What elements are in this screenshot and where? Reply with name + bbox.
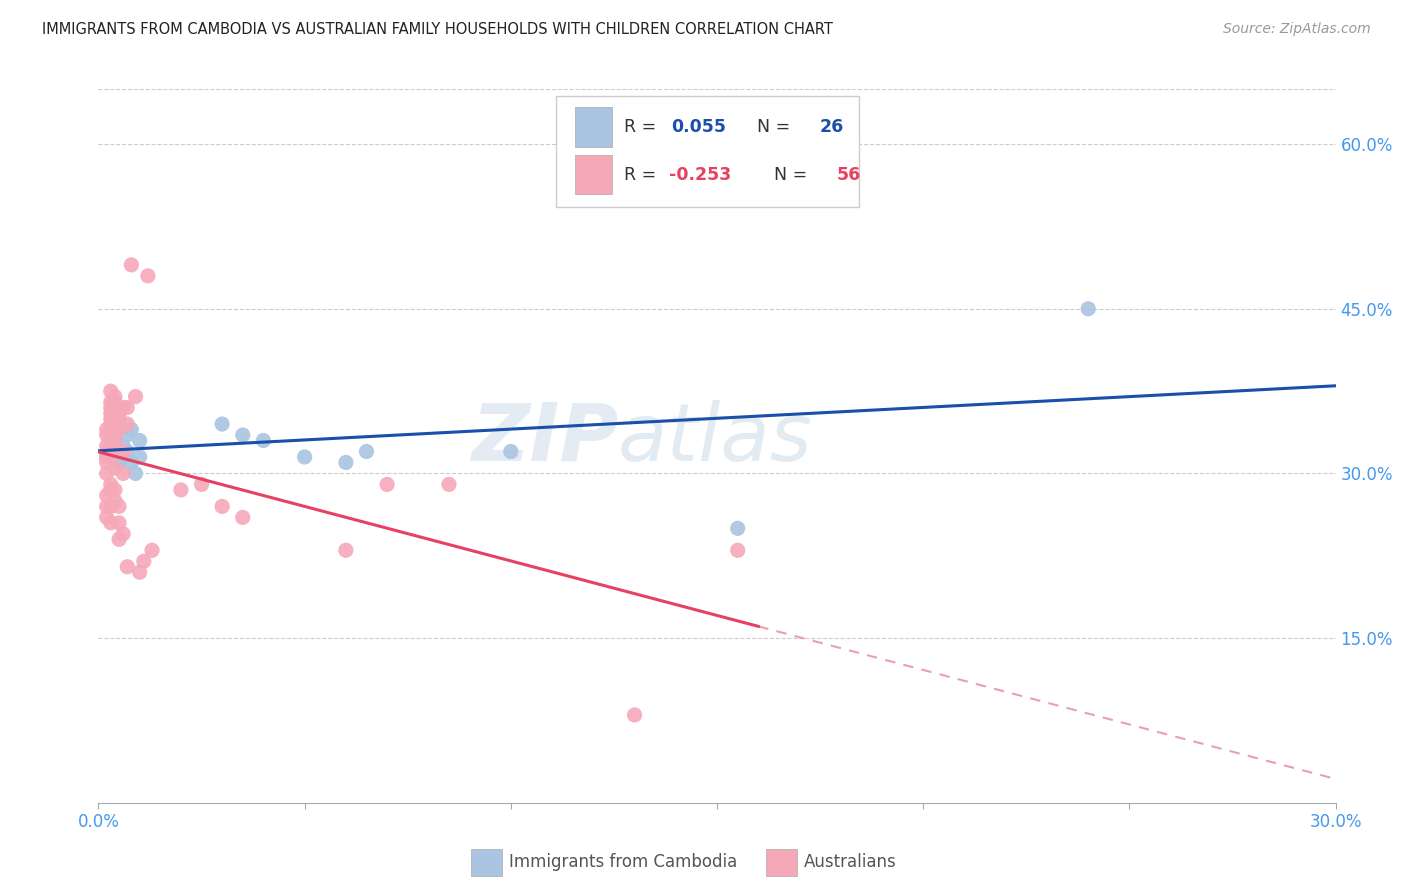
Text: 0.055: 0.055 bbox=[671, 118, 727, 136]
Point bbox=[211, 417, 233, 431]
Point bbox=[96, 450, 118, 464]
Point bbox=[141, 543, 163, 558]
Text: N =: N = bbox=[763, 166, 813, 184]
Text: Immigrants from Cambodia: Immigrants from Cambodia bbox=[509, 853, 737, 871]
Point bbox=[96, 488, 118, 502]
FancyBboxPatch shape bbox=[575, 107, 612, 146]
Point bbox=[100, 477, 122, 491]
Point bbox=[112, 467, 135, 481]
Point bbox=[136, 268, 159, 283]
Point bbox=[437, 477, 460, 491]
Point bbox=[100, 483, 122, 497]
Point bbox=[96, 510, 118, 524]
Point bbox=[170, 483, 193, 497]
Point bbox=[1077, 301, 1099, 316]
Point bbox=[727, 543, 749, 558]
Point bbox=[96, 455, 118, 469]
Text: atlas: atlas bbox=[619, 400, 813, 478]
Point bbox=[120, 455, 142, 469]
Point bbox=[108, 533, 131, 547]
Point bbox=[112, 439, 135, 453]
Point bbox=[112, 526, 135, 541]
Point bbox=[623, 708, 645, 723]
Point bbox=[112, 450, 135, 464]
Text: R =: R = bbox=[624, 118, 662, 136]
Point bbox=[100, 434, 122, 448]
Point bbox=[117, 559, 139, 574]
Point bbox=[124, 390, 146, 404]
Point bbox=[96, 428, 118, 442]
Point bbox=[120, 258, 142, 272]
Point bbox=[108, 411, 131, 425]
Text: R =: R = bbox=[624, 166, 662, 184]
Point bbox=[100, 516, 122, 530]
Point bbox=[335, 455, 357, 469]
Point bbox=[108, 455, 131, 469]
Point bbox=[100, 500, 122, 514]
Point bbox=[128, 434, 150, 448]
Point bbox=[356, 444, 378, 458]
Point bbox=[128, 566, 150, 580]
Point bbox=[124, 467, 146, 481]
Point bbox=[117, 428, 139, 442]
Point bbox=[104, 494, 127, 508]
Point bbox=[375, 477, 398, 491]
Point bbox=[128, 450, 150, 464]
Point bbox=[108, 423, 131, 437]
Point bbox=[727, 521, 749, 535]
Point bbox=[104, 428, 127, 442]
Point bbox=[117, 444, 139, 458]
FancyBboxPatch shape bbox=[557, 96, 859, 207]
Point bbox=[120, 423, 142, 437]
Text: N =: N = bbox=[745, 118, 796, 136]
Point bbox=[96, 467, 118, 481]
Point bbox=[96, 439, 118, 453]
Point bbox=[117, 401, 139, 415]
Point bbox=[108, 411, 131, 425]
Point bbox=[117, 417, 139, 431]
Text: ZIP: ZIP bbox=[471, 400, 619, 478]
Point bbox=[96, 423, 118, 437]
Point bbox=[108, 500, 131, 514]
Point bbox=[100, 401, 122, 415]
Point bbox=[100, 417, 122, 431]
Point bbox=[132, 554, 155, 568]
Point bbox=[335, 543, 357, 558]
Point bbox=[294, 450, 316, 464]
Point bbox=[252, 434, 274, 448]
Point bbox=[96, 444, 118, 458]
Point bbox=[108, 406, 131, 420]
Point bbox=[104, 423, 127, 437]
Point bbox=[112, 401, 135, 415]
Point bbox=[104, 417, 127, 431]
Point bbox=[100, 423, 122, 437]
Text: Australians: Australians bbox=[804, 853, 897, 871]
Point bbox=[96, 450, 118, 464]
Point bbox=[104, 434, 127, 448]
Point bbox=[190, 477, 212, 491]
FancyBboxPatch shape bbox=[575, 155, 612, 194]
Point bbox=[104, 390, 127, 404]
Point bbox=[108, 444, 131, 458]
Point bbox=[499, 444, 522, 458]
Point bbox=[232, 510, 254, 524]
Point bbox=[100, 384, 122, 398]
Text: 26: 26 bbox=[820, 118, 844, 136]
Point bbox=[100, 411, 122, 425]
Point bbox=[104, 395, 127, 409]
Text: 56: 56 bbox=[837, 166, 862, 184]
Point bbox=[112, 444, 135, 458]
Text: Source: ZipAtlas.com: Source: ZipAtlas.com bbox=[1223, 22, 1371, 37]
Point bbox=[108, 516, 131, 530]
Point bbox=[100, 406, 122, 420]
Point bbox=[96, 500, 118, 514]
Text: -0.253: -0.253 bbox=[669, 166, 731, 184]
Point bbox=[104, 444, 127, 458]
Point bbox=[104, 483, 127, 497]
Point bbox=[232, 428, 254, 442]
Point bbox=[104, 461, 127, 475]
Point bbox=[211, 500, 233, 514]
Text: IMMIGRANTS FROM CAMBODIA VS AUSTRALIAN FAMILY HOUSEHOLDS WITH CHILDREN CORRELATI: IMMIGRANTS FROM CAMBODIA VS AUSTRALIAN F… bbox=[42, 22, 832, 37]
Point bbox=[100, 395, 122, 409]
